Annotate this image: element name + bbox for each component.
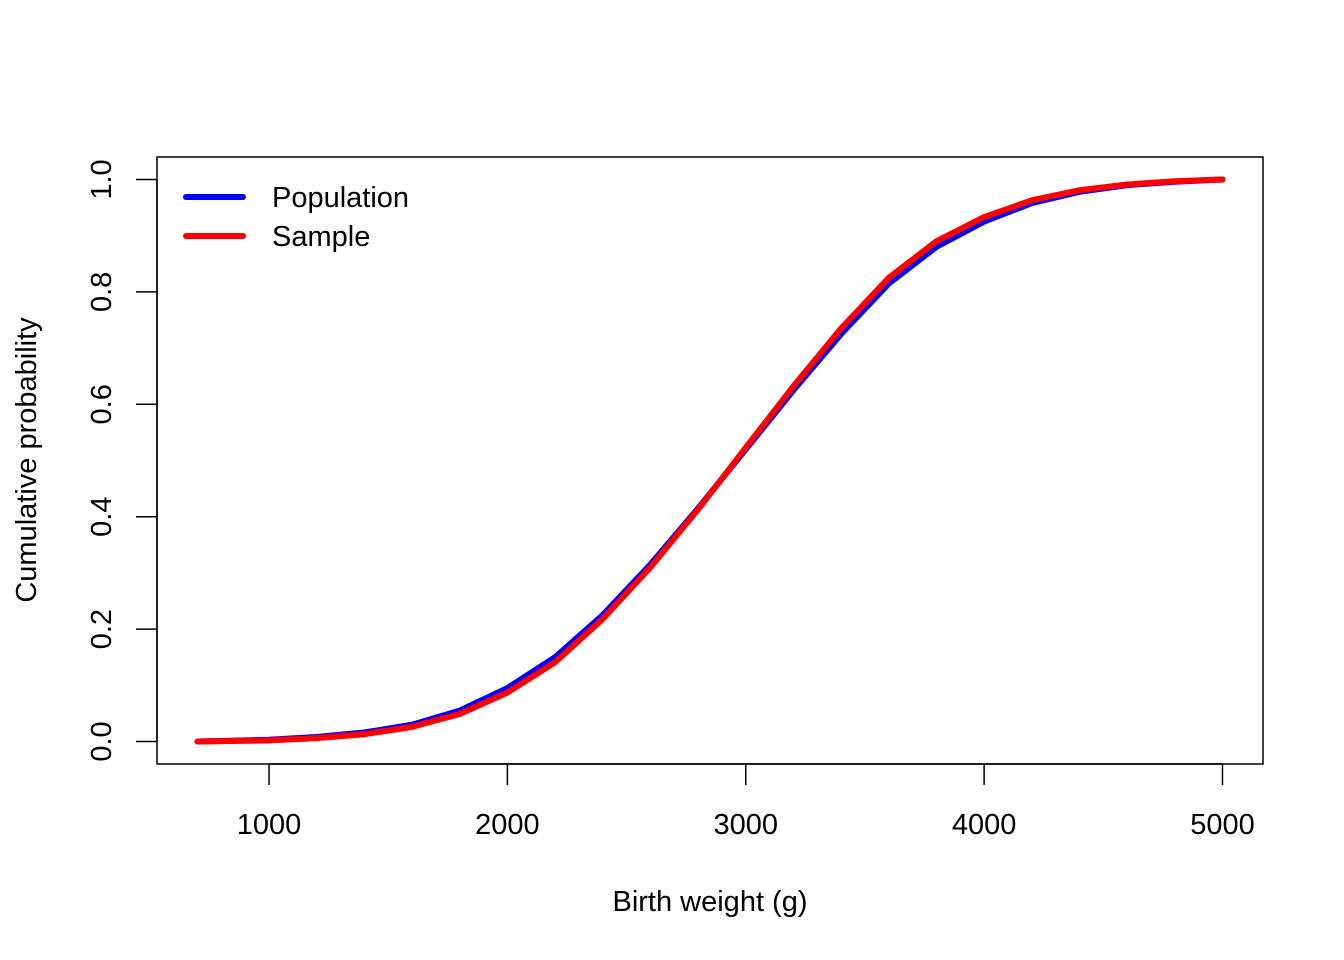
y-tick-label: 0.0 — [86, 721, 118, 761]
x-tick-label: 4000 — [952, 809, 1017, 841]
y-tick-label: 0.8 — [86, 272, 118, 312]
y-axis: 0.0 0.2 0.4 0.6 0.8 1.0 — [86, 159, 158, 762]
series-line-sample — [194, 176, 1226, 745]
y-tick-label: 0.2 — [86, 609, 118, 649]
x-axis: 1000 2000 3000 4000 5000 — [237, 763, 1255, 841]
y-axis-title: Cumulative probability — [11, 317, 43, 603]
y-tick-label: 0.4 — [86, 497, 118, 537]
y-tick-label: 1.0 — [86, 159, 118, 199]
series-line-population — [194, 176, 1226, 745]
legend-label-sample: Sample — [272, 221, 370, 253]
x-tick-label: 1000 — [237, 809, 302, 841]
x-tick-label: 2000 — [475, 809, 540, 841]
legend: Population Sample — [183, 182, 409, 253]
series-layer — [194, 176, 1226, 745]
legend-label-population: Population — [272, 182, 409, 214]
x-tick-label: 3000 — [713, 809, 778, 841]
x-axis-title: Birth weight (g) — [612, 886, 807, 918]
y-tick-label: 0.6 — [86, 384, 118, 424]
x-tick-label: 5000 — [1190, 809, 1255, 841]
